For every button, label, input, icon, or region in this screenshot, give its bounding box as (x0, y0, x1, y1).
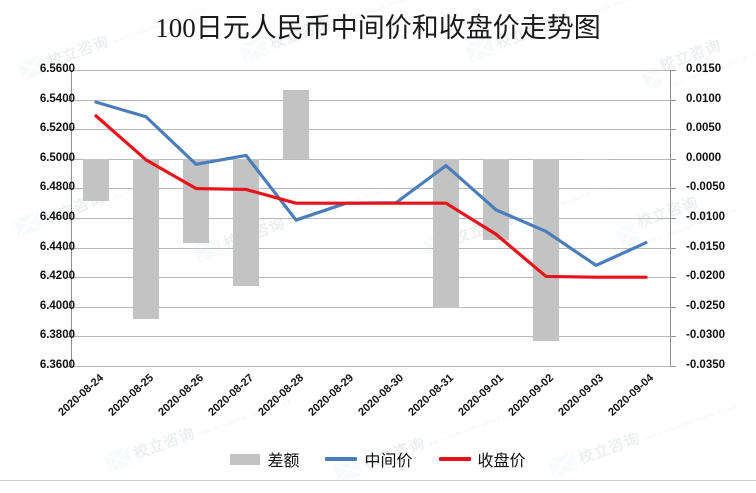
axis-tick (671, 100, 676, 101)
bar (233, 158, 259, 287)
y-axis-right-tick-label: 0.0050 (686, 122, 722, 134)
gridline (71, 277, 671, 278)
y-axis-left-tick-label: 6.4600 (39, 211, 75, 223)
legend-label: 中间价 (364, 451, 413, 470)
axis-tick (66, 218, 71, 219)
gridline (71, 188, 671, 189)
axis-tick (671, 366, 676, 367)
axis-tick (66, 188, 71, 189)
y-axis-left-tick-label: 6.5200 (39, 122, 75, 134)
axis-tick (66, 277, 71, 278)
gridline (71, 129, 671, 130)
y-axis-right (670, 70, 671, 366)
axis-tick (671, 307, 676, 308)
gridline (71, 218, 671, 219)
y-axis-left-tick-label: 6.3600 (39, 359, 75, 371)
y-axis-left-tick-label: 6.3800 (39, 329, 75, 341)
y-axis-left-tick-label: 6.5000 (39, 152, 75, 164)
axis-tick (671, 277, 676, 278)
axis-tick (66, 159, 71, 160)
gridline (71, 248, 671, 249)
gridline (71, 366, 671, 367)
axis-tick (671, 129, 676, 130)
y-axis-left-tick-label: 6.4000 (39, 300, 75, 312)
gridline (71, 336, 671, 337)
y-axis-right-tick-label: -0.0200 (686, 270, 726, 282)
y-axis-right-tick-label: -0.0150 (686, 241, 726, 253)
y-axis-right-tick-label: -0.0100 (686, 211, 726, 223)
y-axis-right-tick-label: -0.0300 (686, 329, 726, 341)
bar (433, 158, 459, 308)
legend-item-差额[interactable]: 差额 (230, 447, 299, 471)
bar (133, 158, 159, 319)
legend-line-swatch-icon (325, 457, 358, 461)
y-axis-right-tick-label: 0.0000 (686, 152, 722, 164)
y-axis-left-tick-label: 6.5400 (39, 93, 75, 105)
legend-line-swatch-icon (438, 457, 471, 461)
bar (583, 158, 609, 161)
y-axis-left-tick-label: 6.4400 (39, 241, 75, 253)
watermark-subtext: XIAO LI CONSULTING SERVICE CO.,LTD (644, 404, 738, 443)
y-axis-right-tick-label: 0.0100 (686, 93, 722, 105)
legend-item-收盘价[interactable]: 收盘价 (438, 447, 526, 471)
axis-tick (671, 248, 676, 249)
y-axis-right-tick-label: -0.0350 (686, 359, 726, 371)
bar (83, 158, 109, 202)
line-series-收盘价 (94, 114, 648, 279)
axis-tick (671, 336, 676, 337)
y-axis-right-tick-label: 0.0150 (686, 63, 722, 75)
y-axis-left-tick-label: 6.5600 (39, 63, 75, 75)
line-series-中间价 (94, 100, 648, 267)
line-series-group (94, 100, 648, 279)
axis-tick (66, 366, 71, 367)
gridline (71, 100, 671, 101)
y-axis-left (71, 70, 72, 366)
gridline (71, 159, 671, 160)
legend-item-中间价[interactable]: 中间价 (325, 447, 413, 471)
y-axis-right-tick-label: -0.0250 (686, 300, 726, 312)
bar (483, 158, 509, 240)
axis-tick (66, 307, 71, 308)
axis-tick (66, 70, 71, 71)
gridline (71, 307, 671, 308)
footer-divider (0, 480, 756, 481)
axis-tick (66, 129, 71, 130)
bar (183, 158, 209, 243)
legend-label: 收盘价 (477, 451, 526, 470)
y-axis-left-tick-label: 6.4200 (39, 270, 75, 282)
gridline (71, 70, 671, 71)
axis-tick (66, 248, 71, 249)
y-axis-right-tick-label: -0.0050 (686, 181, 726, 193)
chart-legend: 差额 中间价 收盘价 (0, 447, 756, 471)
chart-title: 100日元人民币中间价和收盘价走势图 (155, 13, 601, 43)
axis-tick (66, 336, 71, 337)
y-axis-left-tick-label: 6.4800 (39, 181, 75, 193)
bar (533, 158, 559, 342)
legend-bar-swatch-icon (230, 453, 261, 465)
legend-label: 差额 (267, 451, 300, 470)
bar (283, 89, 309, 159)
axis-tick (671, 188, 676, 189)
axis-tick (671, 218, 676, 219)
axis-tick (66, 100, 71, 101)
plot-area (66, 70, 676, 367)
axis-tick (671, 70, 676, 71)
axis-tick (671, 159, 676, 160)
